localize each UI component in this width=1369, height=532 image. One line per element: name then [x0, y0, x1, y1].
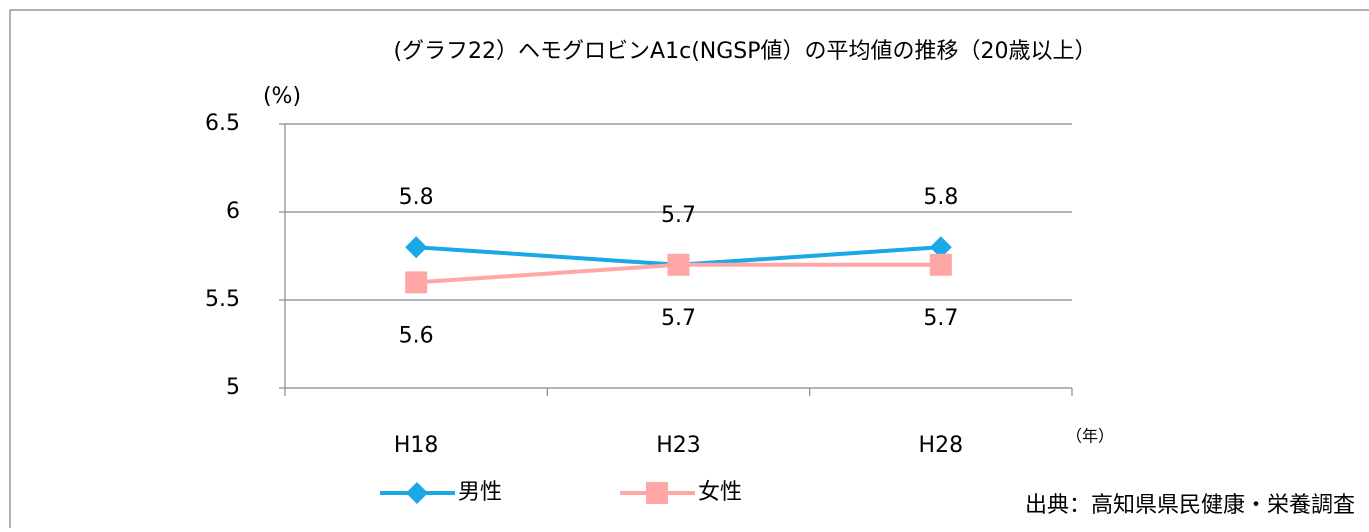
data-label: 5.8: [923, 185, 958, 210]
data-point: [667, 253, 690, 276]
legend-marker: [406, 482, 428, 504]
source-note: 出典：高知県県民健康・栄養調査: [1025, 493, 1355, 518]
legend-label: 男性: [458, 480, 502, 505]
chart-title: (グラフ22）ヘモグロビンA1c(NGSP値）の平均値の推移（20歳以上）: [393, 39, 1096, 64]
chart-frame: [9, 9, 1369, 532]
data-point: [405, 236, 428, 259]
data-label: 5.8: [399, 185, 434, 210]
x-tick-label: H28: [919, 433, 964, 458]
x-axis-label: （年）: [1066, 427, 1114, 446]
legend-label: 女性: [698, 480, 742, 505]
y-axis-label: (%): [263, 84, 301, 109]
x-tick-label: H23: [656, 433, 701, 458]
data-point: [405, 271, 428, 294]
data-label: 5.7: [923, 306, 958, 331]
y-tick-label: 5: [226, 375, 240, 400]
legend-marker: [646, 482, 668, 504]
data-label: 5.7: [661, 203, 696, 228]
data-point: [929, 253, 952, 276]
y-tick-label: 5.5: [205, 287, 240, 312]
y-tick-label: 6.5: [205, 111, 240, 136]
data-label: 5.7: [661, 306, 696, 331]
x-tick-label: H18: [394, 433, 439, 458]
data-point: [929, 236, 952, 259]
data-label: 5.6: [399, 323, 434, 348]
y-tick-label: 6: [226, 199, 240, 224]
